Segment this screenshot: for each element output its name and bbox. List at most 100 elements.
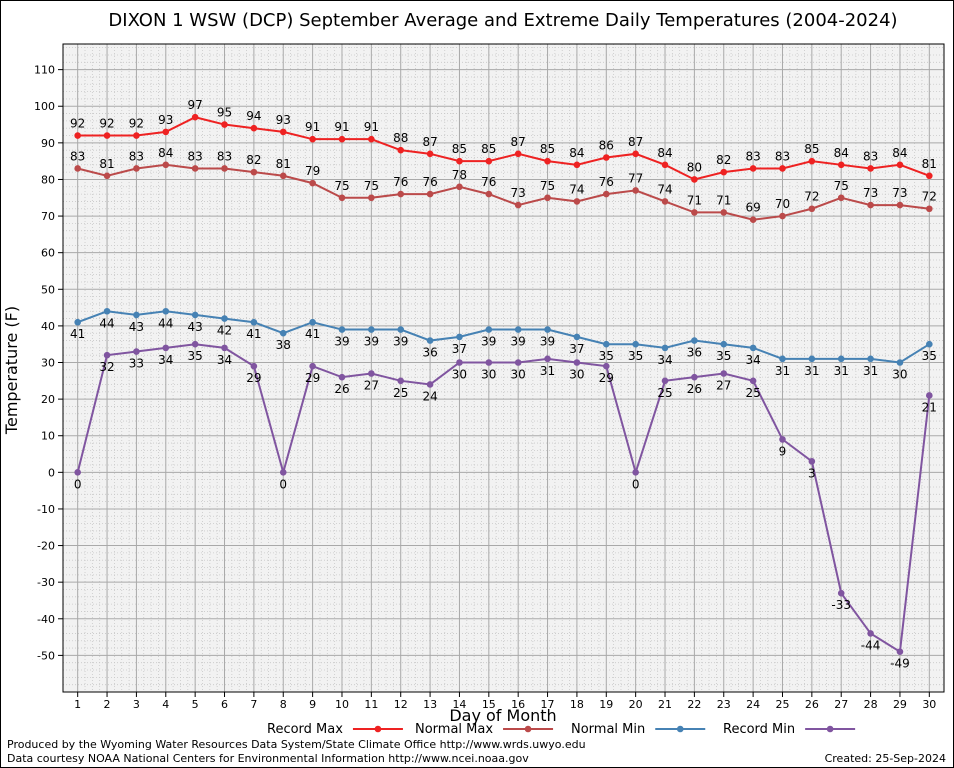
normal-max-data-label: 84 <box>158 146 173 160</box>
record-min-point <box>368 370 375 377</box>
x-tick-label: 4 <box>162 698 169 711</box>
normal-min-data-label: 36 <box>422 346 437 360</box>
normal-max-point <box>368 194 375 202</box>
record-max-point <box>544 157 551 165</box>
normal-min-data-label: 35 <box>922 349 937 363</box>
normal-min-data-label: 34 <box>745 353 760 367</box>
record-min-point <box>661 377 669 385</box>
normal-min-point <box>133 311 140 319</box>
record-max-point <box>485 157 493 165</box>
normal-max-data-label: 75 <box>334 179 349 193</box>
normal-min-data-label: 30 <box>892 368 907 382</box>
axes: 1101009080706050403020100-10-20-30-40-50… <box>34 43 945 711</box>
record-max-point <box>573 161 581 169</box>
record-min-data-label: 3 <box>808 466 816 480</box>
record-min-point <box>74 469 81 476</box>
normal-min-data-label: 41 <box>70 327 85 341</box>
record-min-data-label: 25 <box>393 386 408 400</box>
record-max-point <box>397 146 405 154</box>
normal-min-point <box>691 337 698 344</box>
record-max-data-label: 88 <box>393 131 408 145</box>
normal-min-data-label: 41 <box>246 327 261 341</box>
y-tick-label: -20 <box>37 540 55 553</box>
record-min-data-label: 26 <box>334 382 349 396</box>
normal-max-data-label: 81 <box>99 157 114 171</box>
record-max-line <box>77 116 930 181</box>
legend-label: Record Max <box>267 722 343 737</box>
record-min-data-label: -44 <box>861 638 881 652</box>
record-max-point <box>426 150 434 158</box>
normal-min-point <box>74 318 81 326</box>
y-tick-label: 60 <box>41 247 55 260</box>
normal-max-point <box>221 165 228 172</box>
normal-max-point <box>338 194 346 202</box>
record-min-point <box>191 340 199 348</box>
normal-min-point <box>338 326 346 333</box>
record-min-data-label: 30 <box>569 368 584 382</box>
record-max-data-label: 85 <box>481 142 496 156</box>
record-max-data-label: 84 <box>834 146 849 160</box>
record-max-point <box>309 135 316 143</box>
x-tick-label: 19 <box>599 698 613 711</box>
record-max-data-label: 93 <box>158 113 173 127</box>
record-max-point <box>456 157 463 165</box>
normal-max-data-label: 75 <box>364 179 379 193</box>
record-max-point <box>749 165 757 172</box>
plot-border <box>62 43 945 693</box>
record-min-data-label: 0 <box>279 477 287 491</box>
normal-min-data-label: 35 <box>716 349 731 363</box>
normal-max-data-label: 73 <box>511 186 526 200</box>
normal-max-data-label: 71 <box>687 193 702 207</box>
record-min-data-label: 25 <box>745 386 760 400</box>
normal-max-data-label: 83 <box>129 149 144 163</box>
record-min-point <box>103 351 111 359</box>
legend-swatch-marker <box>524 725 532 733</box>
normal-min-data-label: 39 <box>540 335 555 349</box>
record-max-point <box>221 121 228 128</box>
record-max-data-label: 91 <box>364 120 379 134</box>
normal-min-point <box>926 340 933 348</box>
normal-min-point <box>426 337 434 344</box>
normal-min-point <box>250 318 258 326</box>
normal-max-data-label: 73 <box>863 186 878 200</box>
record-min-point <box>397 377 405 385</box>
record-max-point <box>896 161 904 169</box>
record-min-data-label: 30 <box>481 368 496 382</box>
x-tick-label: 1 <box>74 698 81 711</box>
record-min-data-label: 33 <box>129 357 144 371</box>
record-min-data-label: 34 <box>158 353 173 367</box>
normal-min-data-label: 31 <box>863 364 878 378</box>
x-tick-label: 3 <box>133 698 140 711</box>
record-min-point <box>221 344 228 352</box>
footer-producer: Produced by the Wyoming Water Resources … <box>7 738 586 751</box>
legend-item-record-min: Record Min <box>723 722 856 737</box>
record-max-data-label: 85 <box>452 142 467 156</box>
record-min-data-label: 27 <box>364 378 379 392</box>
record-max-data-label: 80 <box>687 160 702 174</box>
normal-max-point <box>544 194 551 202</box>
y-tick-label: -50 <box>37 649 55 662</box>
normal-min-data-label: 42 <box>217 324 232 338</box>
x-tick-label: 14 <box>452 698 466 711</box>
normal-min-line <box>77 310 930 364</box>
normal-max-point <box>485 190 493 198</box>
x-axis-label: Day of Month <box>449 706 556 725</box>
normal-min-point <box>896 359 904 366</box>
record-max-point <box>338 135 346 143</box>
record-max-data-label: 94 <box>246 109 261 123</box>
y-axis-label: Temperature (F) <box>2 306 21 435</box>
normal-min-point <box>162 307 170 315</box>
record-max-point <box>632 150 639 158</box>
record-min-data-label: 32 <box>99 360 114 374</box>
normal-min-point <box>279 329 287 337</box>
record-min-point <box>896 648 904 656</box>
normal-max-point <box>632 187 639 194</box>
record-max-data-label: 84 <box>657 146 672 160</box>
normal-min-point <box>720 340 728 348</box>
record-min-data-label: -49 <box>890 657 910 671</box>
normal-max-data-label: 69 <box>745 201 760 215</box>
normal-max-data-label: 76 <box>422 175 437 189</box>
record-min-data-label: 9 <box>779 444 787 458</box>
record-min-point <box>279 469 287 476</box>
legend-swatch-marker <box>676 725 684 733</box>
